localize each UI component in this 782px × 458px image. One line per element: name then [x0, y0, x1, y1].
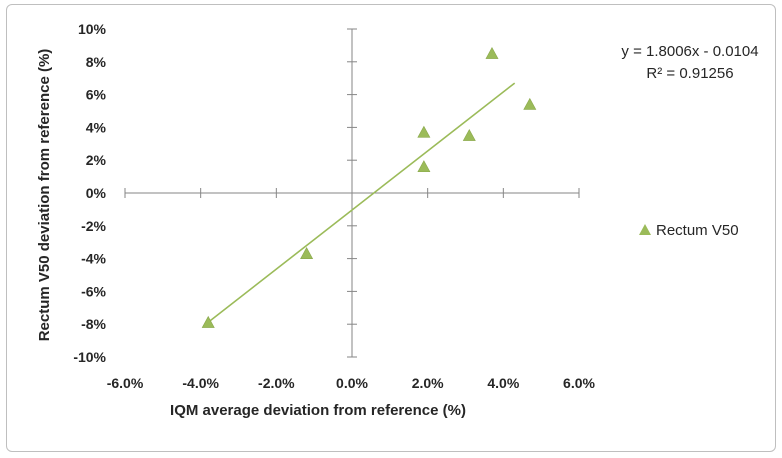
- legend-label: Rectum V50: [656, 222, 739, 239]
- y-tick-label: 8%: [86, 54, 107, 70]
- data-point-triangle: [201, 315, 215, 328]
- trendline-equation: y = 1.8006x - 0.0104: [621, 43, 758, 60]
- x-tick-label: 0.0%: [336, 375, 368, 391]
- x-tick-label: 6.0%: [563, 375, 595, 391]
- y-tick-label: -10%: [73, 349, 106, 365]
- data-point-triangle: [300, 247, 314, 259]
- y-tick-label: -6%: [81, 283, 106, 299]
- y-tick-label: -8%: [81, 316, 106, 332]
- legend-marker-triangle: [639, 224, 651, 235]
- y-tick-label: 6%: [86, 87, 107, 103]
- data-point-triangle: [523, 97, 537, 110]
- y-tick-marks: [347, 28, 357, 358]
- data-point-triangle: [485, 46, 499, 59]
- y-tick-label: -4%: [81, 251, 106, 267]
- y-tick-label: -2%: [81, 218, 106, 234]
- x-tick-label: -2.0%: [258, 375, 295, 391]
- trendline: [207, 82, 516, 323]
- y-tick-label: 2%: [86, 152, 107, 168]
- axes: [124, 28, 580, 358]
- data-point-triangle: [417, 125, 431, 138]
- chart-frame: [6, 4, 776, 452]
- x-tick-label: -6.0%: [107, 375, 144, 391]
- x-tick-label: 2.0%: [412, 375, 444, 391]
- legend: Rectum V50: [639, 222, 739, 239]
- data-point-triangle: [462, 128, 476, 141]
- y-axis-title: Rectum V50 deviation from reference (%): [36, 49, 53, 342]
- y-tick-label: 10%: [78, 21, 107, 37]
- trendline-r-squared: R² = 0.91256: [646, 65, 733, 82]
- y-tick-label: 4%: [86, 119, 107, 135]
- data-points: [201, 46, 537, 328]
- x-tick-label: 4.0%: [487, 375, 519, 391]
- x-tick-labels: -6.0% -4.0% -2.0% 0.0% 2.0% 4.0% 6.0%: [107, 375, 596, 391]
- x-axis-title: IQM average deviation from reference (%): [170, 402, 466, 419]
- data-point-triangle: [417, 160, 431, 173]
- x-tick-label: -4.0%: [182, 375, 219, 391]
- y-tick-label: 0%: [86, 185, 107, 201]
- y-tick-labels: 10% 8% 6% 4% 2% 0% -2% -4% -6% -8% -10%: [73, 21, 106, 365]
